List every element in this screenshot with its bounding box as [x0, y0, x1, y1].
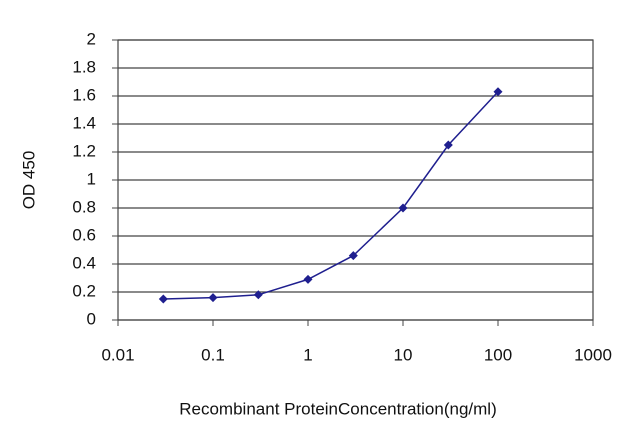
x-tick-label: 100: [484, 345, 512, 364]
x-tick-label: 10: [394, 345, 413, 364]
x-tick-label: 0.01: [101, 345, 134, 364]
data-point: [493, 87, 503, 97]
data-line: [163, 91, 499, 300]
y-tick-label: 0.4: [72, 253, 96, 272]
data-point: [443, 140, 453, 150]
y-tick-label: 0.2: [72, 281, 96, 300]
x-axis-label: Recombinant ProteinConcentration(ng/ml): [179, 399, 497, 418]
data-point: [253, 290, 263, 300]
data-point: [158, 294, 168, 304]
y-tick-label: 1: [87, 169, 96, 188]
y-tick-label: 1.2: [72, 141, 96, 160]
y-tick-label: 1.6: [72, 85, 96, 104]
y-tick-label: 0: [87, 309, 96, 328]
data-point: [348, 251, 358, 261]
y-tick-label: 1.8: [72, 57, 96, 76]
y-axis-label: OD 450: [19, 151, 38, 210]
x-tick-label: 0.1: [201, 345, 225, 364]
data-point: [398, 203, 408, 213]
data-point: [208, 293, 218, 303]
y-tick-label: 1.4: [72, 113, 96, 132]
y-tick-label: 0.6: [72, 225, 96, 244]
y-tick-label: 2: [87, 29, 96, 48]
x-tick-label: 1: [303, 345, 312, 364]
y-tick-label: 0.8: [72, 197, 96, 216]
x-tick-label: 1000: [574, 345, 612, 364]
data-point: [303, 274, 313, 284]
